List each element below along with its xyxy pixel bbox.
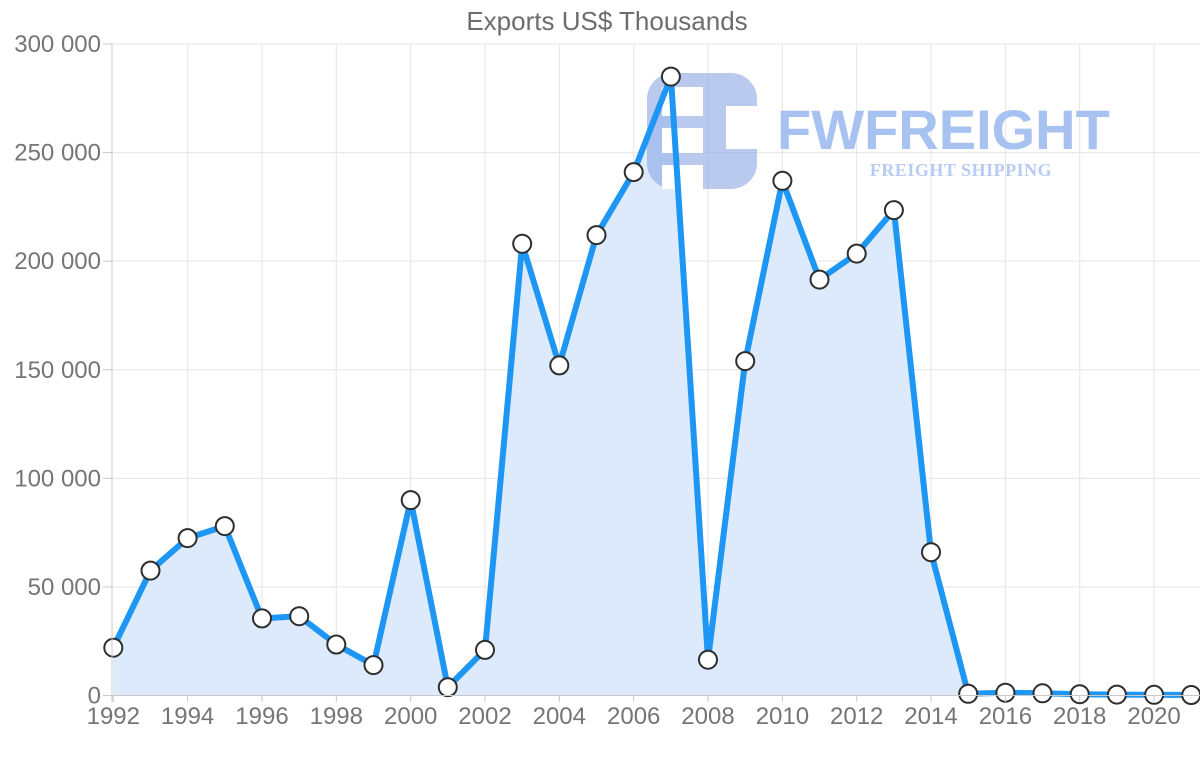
data-point-2008[interactable] [698,649,718,670]
x-axis-label: 2000 [384,703,437,730]
data-point-1997[interactable] [289,606,310,627]
data-point-2007[interactable] [660,66,681,87]
data-point-1999[interactable] [363,655,384,676]
data-point-2004[interactable] [549,355,570,376]
data-point-1995[interactable] [214,516,235,537]
x-axis-label: 1998 [310,703,363,730]
data-point-2005[interactable] [586,225,607,246]
x-axis-label: 1996 [235,703,288,730]
x-axis-label: 2004 [533,703,586,730]
y-axis-label: 300 000 [14,31,101,58]
data-point-2018[interactable] [1069,684,1090,705]
y-axis-label: 250 000 [14,140,101,167]
data-point-2002[interactable] [475,639,495,660]
data-point-2017[interactable] [1032,683,1053,704]
data-point-1998[interactable] [326,634,347,655]
x-axis-label: 2002 [458,703,511,730]
x-axis-labels: 1992 1994 1996 1998 2000 2002 2004 2006 2008 2010… [87,703,1181,730]
y-axis-label: 100 000 [14,465,101,492]
x-axis-label: 2016 [979,703,1032,730]
data-point-2000[interactable] [400,490,421,511]
data-point-2010[interactable] [772,170,793,191]
data-point-2009[interactable] [735,351,756,372]
y-axis-label: 0 [88,683,101,710]
axes [103,43,1200,702]
x-axis-label: 1994 [161,703,214,730]
data-point-2012[interactable] [846,243,867,264]
data-point-2006[interactable] [623,162,644,183]
x-axis-label: 2020 [1127,703,1180,730]
y-axis-label: 50 000 [28,574,101,601]
y-axis-label: 150 000 [14,357,101,384]
data-point-1993[interactable] [140,560,161,581]
y-axis-label: 200 000 [14,248,101,275]
area-fill [113,76,1192,696]
data-point-2020[interactable] [1144,684,1165,705]
data-point-1996[interactable] [252,608,272,629]
data-point-2001[interactable] [437,677,458,698]
y-axis-labels: 0 50 000 100 000 150 000 200 000 250 000 300 0… [14,31,101,710]
data-points [103,66,1200,705]
data-point-2015[interactable] [958,683,979,704]
chart-title: Exports US$ Thousands [466,6,747,36]
x-axis-label: 2010 [756,703,809,730]
x-axis-label: 2012 [830,703,883,730]
data-point-1994[interactable] [177,528,198,549]
data-point-1992[interactable] [103,637,124,658]
logo-tagline-text: FREIGHT SHIPPING [870,160,1052,180]
data-point-2013[interactable] [883,200,904,221]
data-point-2011[interactable] [809,269,830,290]
x-axis-label: 2014 [904,703,957,730]
x-axis-label: 2006 [607,703,660,730]
x-axis-label: 2018 [1053,703,1106,730]
fwfreight-watermark: FWFREIGHT FREIGHT SHIPPING [647,73,1110,189]
data-point-2014[interactable] [921,542,941,563]
x-axis-label: 1992 [87,703,140,730]
x-axis-label: 2008 [681,703,734,730]
logo-brand-text: FWFREIGHT [777,98,1110,161]
data-point-2019[interactable] [1106,684,1127,705]
data-point-2003[interactable] [512,233,533,254]
